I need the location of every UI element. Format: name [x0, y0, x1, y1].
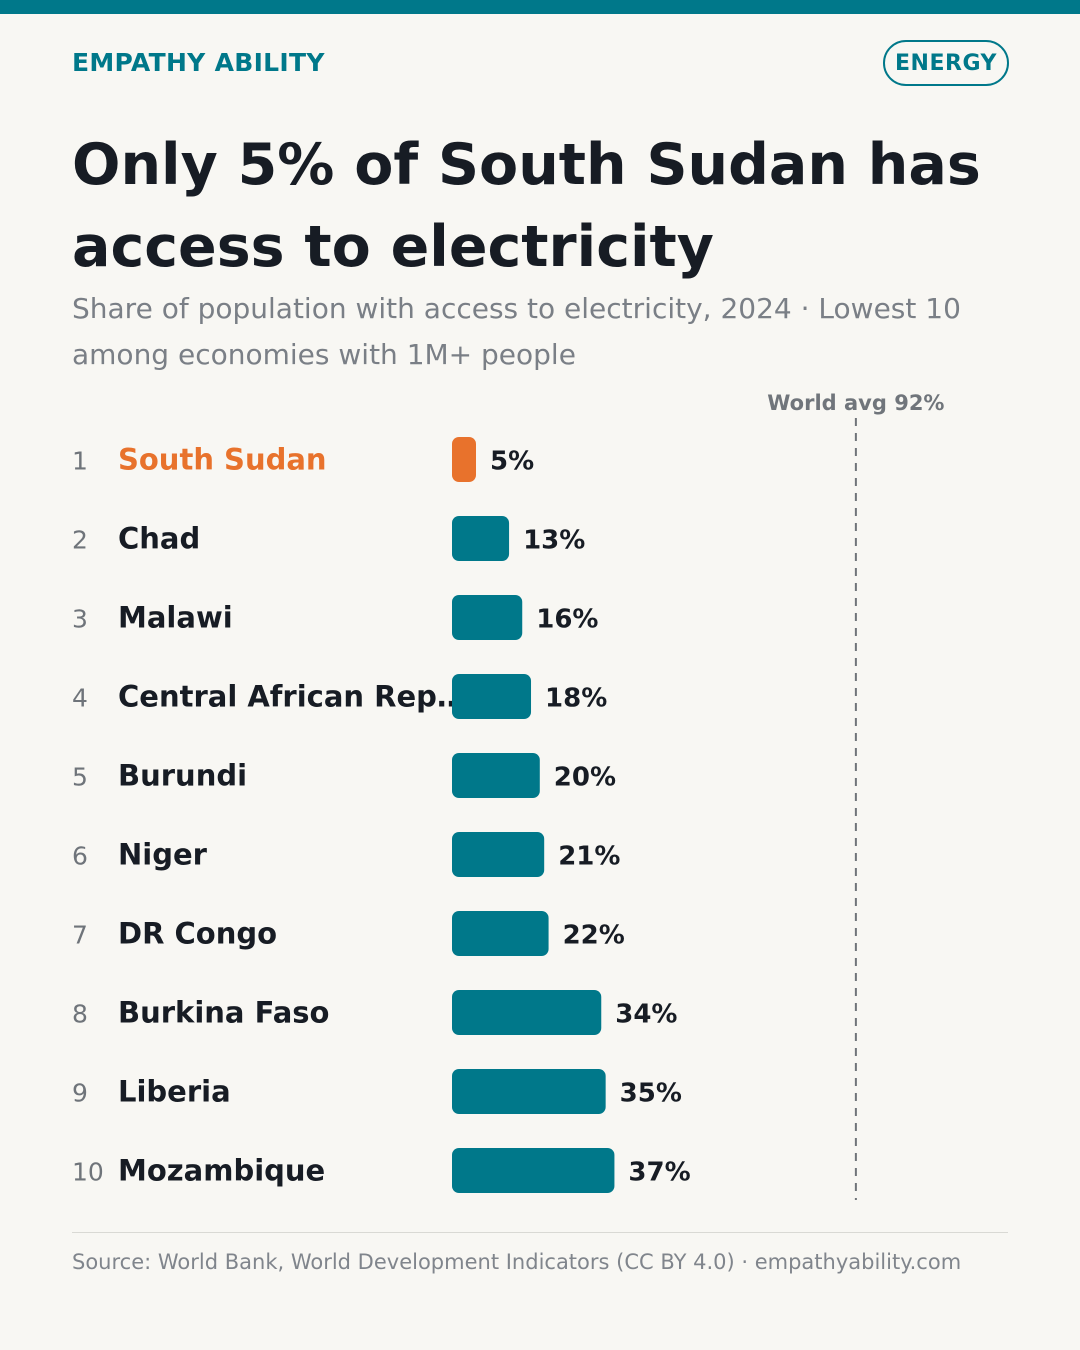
country-label: Niger: [118, 838, 208, 872]
bar-chart: World avg 92% 1 South Sudan 5% 2 Chad 13% 3 Mala…: [72, 391, 944, 1200]
country-label: DR Congo: [118, 917, 277, 951]
bar: [452, 832, 545, 877]
country-label: Liberia: [118, 1075, 231, 1109]
bar: [452, 516, 510, 561]
bar: [452, 990, 602, 1035]
bar: [452, 595, 523, 640]
value-label: 13%: [523, 526, 585, 556]
rank-label: 3: [72, 605, 88, 634]
value-label: 20%: [554, 763, 616, 793]
rank-label: 7: [72, 921, 88, 950]
country-label: Chad: [118, 522, 200, 556]
chart-title: Only 5% of South Sudan has access to ele…: [72, 132, 981, 280]
footer-divider: [72, 1232, 1008, 1233]
value-label: 37%: [628, 1158, 690, 1188]
country-label: Malawi: [118, 601, 233, 635]
top-accent-bar: [0, 0, 1080, 14]
rank-label: 1: [72, 447, 88, 476]
chart-subtitle: Share of population with access to elect…: [72, 292, 961, 371]
value-label: 18%: [545, 684, 607, 714]
value-label: 21%: [558, 842, 620, 872]
bar: [452, 674, 532, 719]
rank-label: 4: [72, 684, 88, 713]
world-average-label: World avg 92%: [767, 391, 944, 415]
rank-label: 9: [72, 1079, 88, 1108]
brand-name: EMPATHY ABILITY: [72, 48, 325, 77]
country-label: Burundi: [118, 759, 247, 793]
bar: [452, 437, 476, 482]
country-label: Mozambique: [118, 1154, 325, 1188]
bar: [452, 1148, 615, 1193]
value-label: 35%: [620, 1079, 682, 1109]
category-tag: ENERGY: [883, 40, 1009, 86]
country-label: South Sudan: [118, 443, 327, 477]
value-label: 5%: [490, 447, 534, 477]
country-label: Burkina Faso: [118, 996, 329, 1030]
rank-label: 6: [72, 842, 88, 871]
bar: [452, 753, 540, 798]
value-label: 16%: [536, 605, 598, 635]
rank-label: 2: [72, 526, 88, 555]
bar: [452, 911, 549, 956]
rank-label: 10: [72, 1158, 104, 1187]
rank-label: 8: [72, 1000, 88, 1029]
source-note: Source: World Bank, World Development In…: [72, 1250, 962, 1274]
bar: [452, 1069, 606, 1114]
country-label: Central African Rep…: [118, 680, 466, 714]
rank-label: 5: [72, 763, 88, 792]
value-label: 22%: [563, 921, 625, 951]
value-label: 34%: [615, 1000, 677, 1030]
